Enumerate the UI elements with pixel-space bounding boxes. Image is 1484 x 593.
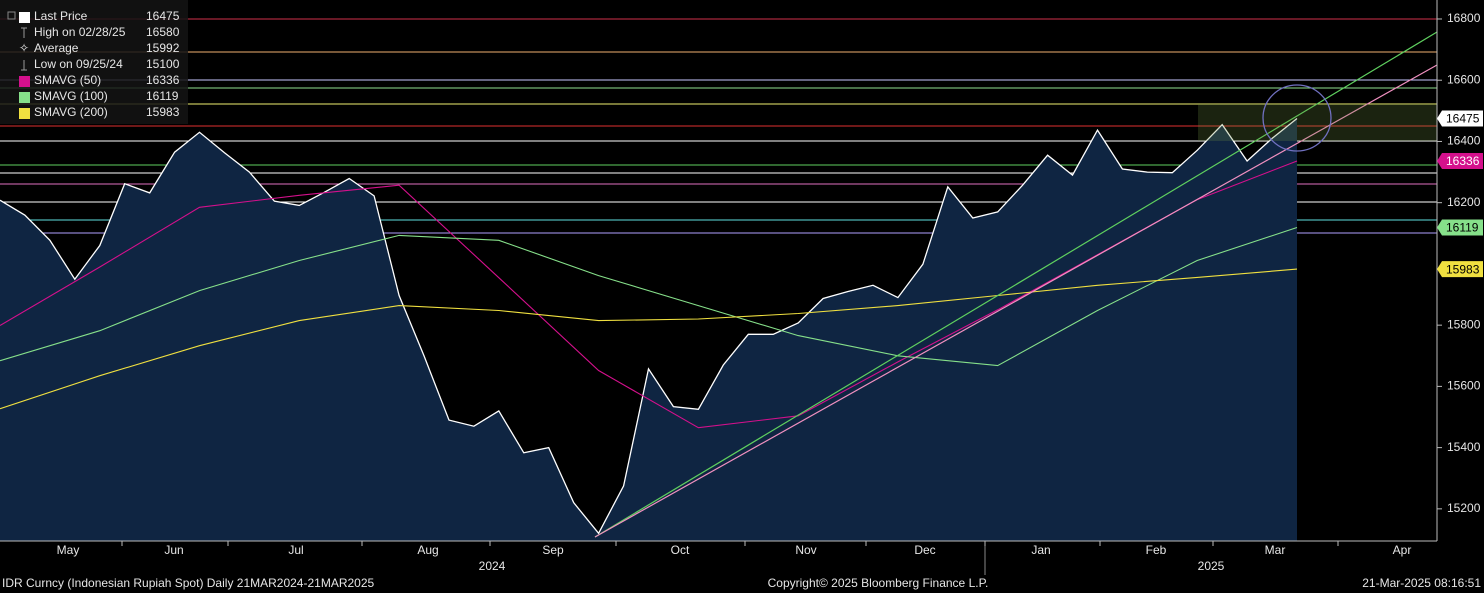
- value-tag: [1437, 261, 1483, 278]
- legend-toggle: [7, 11, 16, 20]
- legend-label: SMAVG (50): [34, 73, 101, 87]
- legend: Last Price 16475 High on 02/28/25 16580 ✧ Ave…: [7, 9, 180, 119]
- x-tick-label: Apr: [1393, 543, 1412, 557]
- highlight-circle: [1262, 84, 1332, 152]
- value-tag: [1437, 110, 1483, 127]
- value-tag: [1437, 153, 1483, 170]
- sma-line: [0, 226, 1298, 367]
- x-tick-label: Nov: [795, 543, 816, 557]
- legend-value: 15100: [146, 57, 180, 71]
- legend-icon: [21, 60, 27, 71]
- value-tag-label: 15983: [1446, 262, 1480, 276]
- x-tick-label: Jan: [1031, 543, 1050, 557]
- footer-left: IDR Curncy (Indonesian Rupiah Spot) Dail…: [2, 576, 375, 590]
- legend-swatch: [19, 76, 30, 87]
- footer-right: 21-Mar-2025 08:16:51: [1362, 576, 1481, 590]
- annotations: [594, 31, 1438, 538]
- x-tick-label: Sep: [542, 543, 564, 557]
- legend-label: SMAVG (200): [34, 105, 108, 119]
- trend-line: [594, 64, 1438, 538]
- legend-label: Average: [34, 41, 79, 55]
- legend-swatch: [19, 92, 30, 103]
- price-line: [0, 117, 1298, 535]
- sma-line: [0, 160, 1298, 429]
- legend-label: Low on 09/25/24: [34, 57, 123, 71]
- legend-label: High on 02/28/25: [34, 25, 126, 39]
- footer-center: Copyright© 2025 Bloomberg Finance L.P.: [768, 576, 989, 590]
- x-tick-label: May: [57, 543, 80, 557]
- legend-value: 15983: [146, 105, 180, 119]
- y-tick-label: 15800: [1447, 317, 1481, 331]
- y-tick-label: 16600: [1447, 72, 1481, 86]
- highlight-zone: [1198, 104, 1438, 141]
- value-tag-label: 16119: [1446, 221, 1479, 235]
- price-area: [0, 118, 1297, 541]
- y-tick-label: 15200: [1447, 501, 1481, 515]
- y-tick-label: 16200: [1447, 195, 1481, 209]
- trend-line: [594, 31, 1438, 538]
- x-tick-label: Mar: [1265, 543, 1286, 557]
- legend-value: 16580: [146, 25, 180, 39]
- y-tick-label: 16400: [1447, 134, 1481, 148]
- legend-value: 16119: [146, 89, 179, 103]
- x-tick-label: Jun: [164, 543, 183, 557]
- year-label: 2024: [479, 559, 506, 573]
- plot: [0, 117, 1298, 541]
- legend-icon: ✧: [19, 41, 29, 55]
- y-tick-label: 15400: [1447, 440, 1481, 454]
- legend-value: 16475: [146, 9, 180, 23]
- year-label: 2025: [1198, 559, 1225, 573]
- legend-icon: [21, 27, 27, 38]
- legend-label: Last Price: [34, 9, 88, 23]
- x-tick-label: Aug: [417, 543, 438, 557]
- x-tick-label: Feb: [1146, 543, 1167, 557]
- legend-label: SMAVG (100): [34, 89, 108, 103]
- legend-swatch: [19, 108, 30, 119]
- legend-swatch: [19, 12, 30, 23]
- y-tick-label: 15600: [1447, 379, 1481, 393]
- x-tick-label: Dec: [914, 543, 935, 557]
- value-tag: [1437, 219, 1483, 236]
- value-tag-label: 16336: [1446, 154, 1480, 168]
- sma-line: [0, 268, 1298, 410]
- value-tag-label: 16475: [1446, 112, 1480, 126]
- y-tick-label: 16800: [1447, 11, 1481, 25]
- legend-value: 16336: [146, 73, 180, 87]
- x-tick-label: Oct: [671, 543, 690, 557]
- legend-value: 15992: [146, 41, 180, 55]
- x-tick-label: Jul: [288, 543, 303, 557]
- legend-box: [0, 0, 188, 124]
